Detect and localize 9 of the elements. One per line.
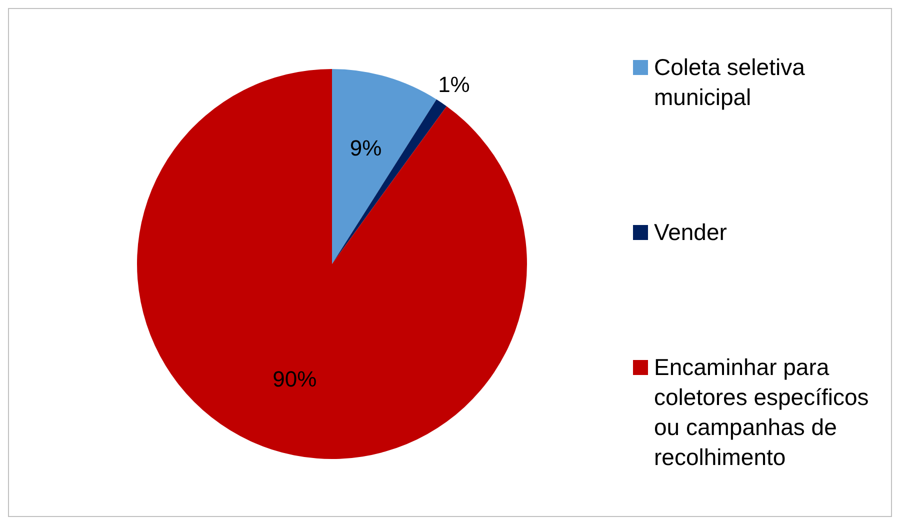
legend-label: Coleta seletiva municipal	[654, 52, 806, 112]
pie-slice	[332, 99, 447, 264]
legend-label: Vender	[654, 218, 728, 246]
data-label: 1%	[438, 72, 470, 98]
data-label: 90%	[272, 366, 317, 392]
data-label: 9%	[350, 135, 382, 160]
pie-slice	[137, 69, 527, 459]
pie-slice	[332, 69, 436, 264]
legend-label: Encaminhar para coletores específicos ou campanhas de recolhimento	[654, 352, 870, 472]
